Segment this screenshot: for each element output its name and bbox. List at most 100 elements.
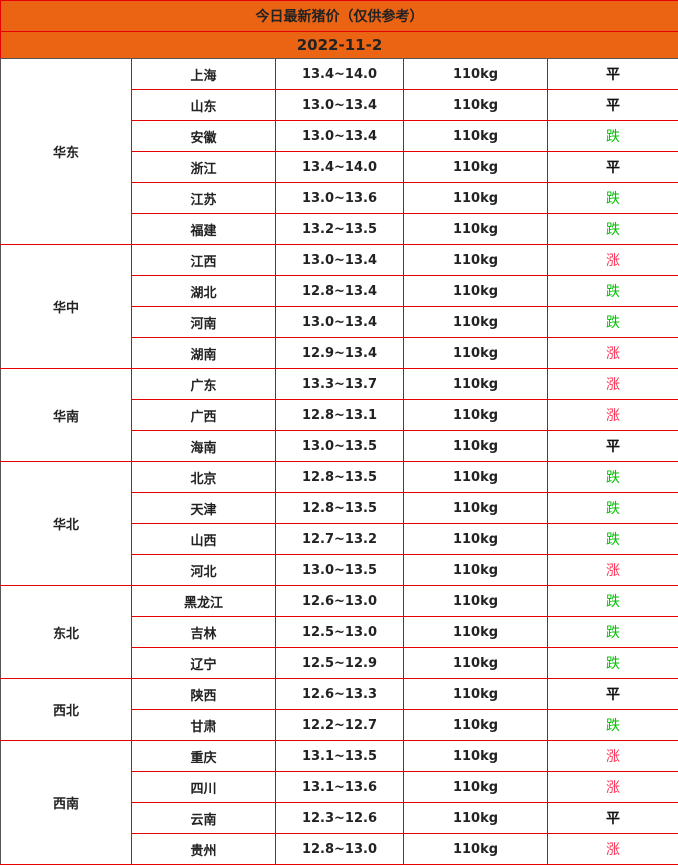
weight-cell: 110kg	[403, 213, 548, 245]
weight-cell: 110kg	[403, 709, 548, 741]
price-cell: 12.9~13.4	[275, 337, 404, 369]
province-cell: 江西	[131, 244, 276, 276]
weight-cell: 110kg	[403, 523, 548, 555]
weight-cell: 110kg	[403, 306, 548, 338]
province-cell: 四川	[131, 771, 276, 803]
table-row: 华中 江西 13.0~13.4 110kg 涨	[0, 244, 678, 369]
trend-cell: 平	[546, 678, 678, 710]
trend-cell: 涨	[546, 833, 678, 865]
weight-cell: 110kg	[403, 368, 548, 400]
trend-cell: 涨	[546, 368, 678, 400]
table-row: 河南 13.0~13.4 110kg 跌	[1, 306, 678, 338]
province-cell: 陕西	[131, 678, 276, 710]
trend-cell: 跌	[546, 461, 678, 493]
price-cell: 12.3~12.6	[275, 802, 404, 834]
weight-cell: 110kg	[403, 554, 548, 586]
table-title: 今日最新猪价（仅供参考）	[0, 0, 678, 32]
region-cell: 华东	[0, 58, 132, 245]
weight-cell: 110kg	[403, 399, 548, 431]
weight-cell: 110kg	[403, 244, 548, 276]
weight-cell: 110kg	[403, 492, 548, 524]
trend-cell: 涨	[546, 244, 678, 276]
table-row: 华南 广东 13.3~13.7 110kg 涨	[0, 368, 678, 462]
price-cell: 13.3~13.7	[275, 368, 404, 400]
weight-cell: 110kg	[403, 771, 548, 803]
region-cell: 西北	[0, 678, 132, 741]
trend-cell: 跌	[546, 275, 678, 307]
trend-cell: 平	[546, 89, 678, 121]
weight-cell: 110kg	[403, 833, 548, 865]
weight-cell: 110kg	[403, 120, 548, 152]
province-cell: 山西	[131, 523, 276, 555]
table-row: 西北 陕西 12.6~13.3 110kg 平	[0, 678, 678, 741]
trend-cell: 跌	[546, 709, 678, 741]
price-cell: 13.0~13.4	[275, 120, 404, 152]
price-cell: 12.8~13.1	[275, 399, 404, 431]
province-cell: 广东	[131, 368, 276, 400]
price-cell: 13.0~13.5	[275, 430, 404, 462]
table-row: 江苏 13.0~13.6 110kg 跌	[1, 182, 678, 214]
price-cell: 13.1~13.6	[275, 771, 404, 803]
province-cell: 北京	[131, 461, 276, 493]
price-cell: 13.0~13.6	[275, 182, 404, 214]
weight-cell: 110kg	[403, 616, 548, 648]
table-date: 2022-11-2	[0, 31, 678, 59]
province-cell: 云南	[131, 802, 276, 834]
table-row: 华北 北京 12.8~13.5 110kg 跌	[0, 461, 678, 586]
table-row: 甘肃 12.2~12.7 110kg 跌	[1, 709, 678, 741]
price-cell: 13.0~13.5	[275, 554, 404, 586]
table-row: 华东 上海 13.4~14.0 110kg 平	[0, 58, 678, 245]
trend-cell: 跌	[546, 306, 678, 338]
table-row: 东北 黑龙江 12.6~13.0 110kg 跌	[0, 585, 678, 679]
province-cell: 吉林	[131, 616, 276, 648]
title-row: 今日最新猪价（仅供参考）	[0, 0, 678, 32]
weight-cell: 110kg	[403, 58, 548, 90]
price-cell: 12.5~13.0	[275, 616, 404, 648]
trend-cell: 跌	[546, 523, 678, 555]
table-row: 浙江 13.4~14.0 110kg 平	[1, 151, 678, 183]
weight-cell: 110kg	[403, 678, 548, 710]
province-cell: 甘肃	[131, 709, 276, 741]
weight-cell: 110kg	[403, 430, 548, 462]
trend-cell: 平	[546, 151, 678, 183]
region-cell: 西南	[0, 740, 132, 865]
table-row: 贵州 12.8~13.0 110kg 涨	[1, 833, 678, 865]
trend-cell: 跌	[546, 182, 678, 214]
province-cell: 广西	[131, 399, 276, 431]
province-cell: 福建	[131, 213, 276, 245]
trend-cell: 平	[546, 430, 678, 462]
province-cell: 辽宁	[131, 647, 276, 679]
weight-cell: 110kg	[403, 151, 548, 183]
table-row: 天津 12.8~13.5 110kg 跌	[1, 492, 678, 524]
price-cell: 13.4~14.0	[275, 151, 404, 183]
price-cell: 13.0~13.4	[275, 89, 404, 121]
table-row: 安徽 13.0~13.4 110kg 跌	[1, 120, 678, 152]
table-row: 山西 12.7~13.2 110kg 跌	[1, 523, 678, 555]
weight-cell: 110kg	[403, 585, 548, 617]
province-cell: 河北	[131, 554, 276, 586]
trend-cell: 跌	[546, 213, 678, 245]
price-cell: 13.1~13.5	[275, 740, 404, 772]
region-cell: 华中	[0, 244, 132, 369]
province-cell: 天津	[131, 492, 276, 524]
province-cell: 江苏	[131, 182, 276, 214]
region-cell: 华北	[0, 461, 132, 586]
price-cell: 12.6~13.0	[275, 585, 404, 617]
price-cell: 12.7~13.2	[275, 523, 404, 555]
weight-cell: 110kg	[403, 275, 548, 307]
table-row: 福建 13.2~13.5 110kg 跌	[1, 213, 678, 245]
trend-cell: 涨	[546, 740, 678, 772]
province-cell: 湖北	[131, 275, 276, 307]
table-row: 河北 13.0~13.5 110kg 涨	[1, 554, 678, 586]
table-row: 湖南 12.9~13.4 110kg 涨	[1, 337, 678, 369]
price-cell: 12.2~12.7	[275, 709, 404, 741]
trend-cell: 跌	[546, 120, 678, 152]
province-cell: 河南	[131, 306, 276, 338]
price-cell: 13.4~14.0	[275, 58, 404, 90]
weight-cell: 110kg	[403, 337, 548, 369]
province-cell: 黑龙江	[131, 585, 276, 617]
price-cell: 13.2~13.5	[275, 213, 404, 245]
weight-cell: 110kg	[403, 802, 548, 834]
price-cell: 12.8~13.0	[275, 833, 404, 865]
table-row: 云南 12.3~12.6 110kg 平	[1, 802, 678, 834]
